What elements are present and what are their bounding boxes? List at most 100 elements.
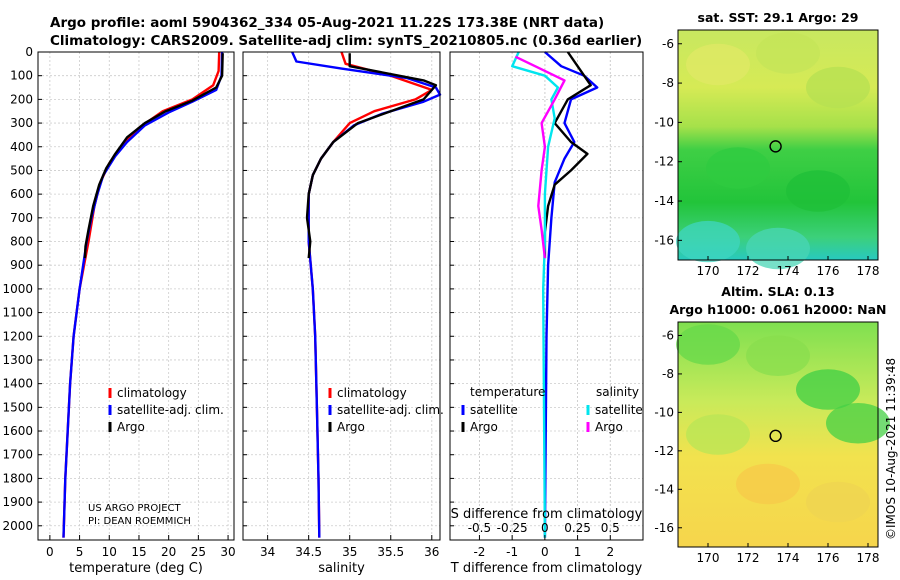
y-tick-label: 1500 xyxy=(2,400,33,414)
map-x-tick-label: 176 xyxy=(817,551,840,565)
legend-label: satellite xyxy=(595,403,643,417)
x2-tick-label: -0.5 xyxy=(468,521,491,535)
map-x-tick-label: 178 xyxy=(857,551,880,565)
legend-label: climatology xyxy=(337,386,407,400)
y-tick-label: 400 xyxy=(10,140,33,154)
x-tick-label: 35.5 xyxy=(377,545,404,559)
series-line-climatology xyxy=(307,51,433,538)
series-line-satellite-adj-clim- xyxy=(291,51,442,538)
legend-label: satellite-adj. clim. xyxy=(337,403,444,417)
map-texture xyxy=(806,481,870,523)
map-y-tick-label: -6 xyxy=(662,328,674,342)
map-texture xyxy=(786,170,850,212)
x-axis-label: temperature (deg C) xyxy=(69,561,203,576)
argo-float-marker xyxy=(769,140,782,153)
temperature-profile: 0 5 10 15 20 25 30 temperature (deg C) 0 100 200 30… xyxy=(2,45,235,576)
map-frame xyxy=(677,29,879,261)
axes-frame xyxy=(37,51,235,541)
sst-map: sat. SST: 29.1 Argo: 29 170 172 174 176 178 -1… xyxy=(654,10,879,278)
axes-frame xyxy=(449,51,644,541)
legend-difference: temperature satellite Argo salinity satellit… xyxy=(461,385,643,434)
y-tick-label: 1800 xyxy=(2,471,33,485)
map-y-tick-label: -8 xyxy=(662,367,674,381)
map-texture xyxy=(746,335,810,376)
figure-title-line1: Argo profile: aoml 5904362_334 05-Aug-20… xyxy=(50,15,605,31)
map-x-tick-label: 174 xyxy=(777,264,800,278)
map-x-tick-label: 174 xyxy=(777,551,800,565)
map-texture xyxy=(736,463,800,505)
map-x-tick-label: 170 xyxy=(697,551,720,565)
map-texture xyxy=(706,147,770,189)
map-y-tick-label: -16 xyxy=(654,521,674,535)
timestamp-label: ©IMOS 10-Aug-2021 11:39:48 xyxy=(884,357,898,540)
x-axis-label: T difference from climatology xyxy=(450,561,643,576)
x-tick-label: 10 xyxy=(102,545,117,559)
legend-salinity-profile: climatology satellite-adj. clim. Argo xyxy=(328,386,444,434)
y-tick-label: 500 xyxy=(10,163,33,177)
x-tick-label: 35 xyxy=(342,545,357,559)
y-tick-label: 1400 xyxy=(2,377,33,391)
map-x-tick-label: 172 xyxy=(737,264,760,278)
series-line-argo xyxy=(305,53,438,259)
y-tick-label: 600 xyxy=(10,187,33,201)
x-tick-label: 5 xyxy=(76,545,84,559)
x-tick-label: 2 xyxy=(606,545,614,559)
map-x-tick-label: 172 xyxy=(737,551,760,565)
x2-tick-label: 0.25 xyxy=(564,521,591,535)
map-y-tick-label: -12 xyxy=(654,444,674,458)
map-x-tick-label: 176 xyxy=(817,264,840,278)
x2-tick-label: 0 xyxy=(541,521,549,535)
map-y-tick-label: -14 xyxy=(654,482,674,496)
y-tick-label: 1600 xyxy=(2,424,33,438)
x-tick-label: 0 xyxy=(46,545,54,559)
map-y-tick-label: -12 xyxy=(654,155,674,169)
map-texture xyxy=(676,324,740,365)
legend-label: Argo xyxy=(337,420,365,434)
y-tick-label: 1300 xyxy=(2,353,33,367)
x2-tick-label: 0.5 xyxy=(601,521,620,535)
map-title: sat. SST: 29.1 Argo: 29 xyxy=(698,10,859,25)
x2-axis-label: S difference from climatology xyxy=(451,507,643,522)
salinity-profile: 34 34.5 35 35.5 36 salinity xyxy=(242,51,442,576)
y-tick-label: 900 xyxy=(10,258,33,272)
map-y-tick-label: -16 xyxy=(654,233,674,247)
y-tick-label: 1000 xyxy=(2,282,33,296)
map-title: Argo h1000: 0.061 h2000: NaN xyxy=(669,302,886,317)
x-tick-label: 1 xyxy=(574,545,582,559)
x-tick-label: 15 xyxy=(131,545,146,559)
map-title: Altim. SLA: 0.13 xyxy=(721,284,834,299)
y-tick-label: 300 xyxy=(10,116,33,130)
y-tick-label: 0 xyxy=(25,45,33,59)
argo-float-marker xyxy=(769,429,782,443)
map-y-tick-label: -10 xyxy=(654,115,674,129)
axes-frame xyxy=(242,51,441,541)
legend-title-salinity: salinity xyxy=(596,385,639,399)
series-line-s-satellite xyxy=(511,51,560,538)
legend-label: Argo xyxy=(470,420,498,434)
x-tick-label: 30 xyxy=(220,545,235,559)
y-tick-label: 1200 xyxy=(2,329,33,343)
map-texture xyxy=(796,369,860,410)
y-tick-label: 200 xyxy=(10,92,33,106)
y-tick-label: 700 xyxy=(10,211,33,225)
map-texture xyxy=(676,220,740,263)
x-tick-label: 0 xyxy=(541,545,549,559)
map-frame xyxy=(677,321,879,548)
map-texture xyxy=(686,43,750,86)
y-tick-label: 800 xyxy=(10,235,33,249)
map-texture xyxy=(756,32,820,74)
sla-map: Altim. SLA: 0.13 Argo h1000: 0.061 h2000:… xyxy=(654,284,890,565)
map-texture xyxy=(746,227,810,270)
map-y-tick-label: -14 xyxy=(654,194,674,208)
difference-profile: -2 -1 0 1 2 T difference from climatology -0.5… xyxy=(449,51,644,576)
map-texture xyxy=(686,414,750,455)
map-x-tick-label: 178 xyxy=(857,264,880,278)
map-y-tick-label: -6 xyxy=(662,37,674,51)
map-y-tick-label: -8 xyxy=(662,76,674,90)
legend-label: Argo xyxy=(595,420,623,434)
series-line-argo xyxy=(83,53,224,259)
legend-temperature-profile: climatology satellite-adj. clim. Argo xyxy=(108,386,224,434)
legend-label: climatology xyxy=(117,386,187,400)
x-tick-label: 25 xyxy=(191,545,206,559)
x-axis-label: salinity xyxy=(318,561,365,576)
